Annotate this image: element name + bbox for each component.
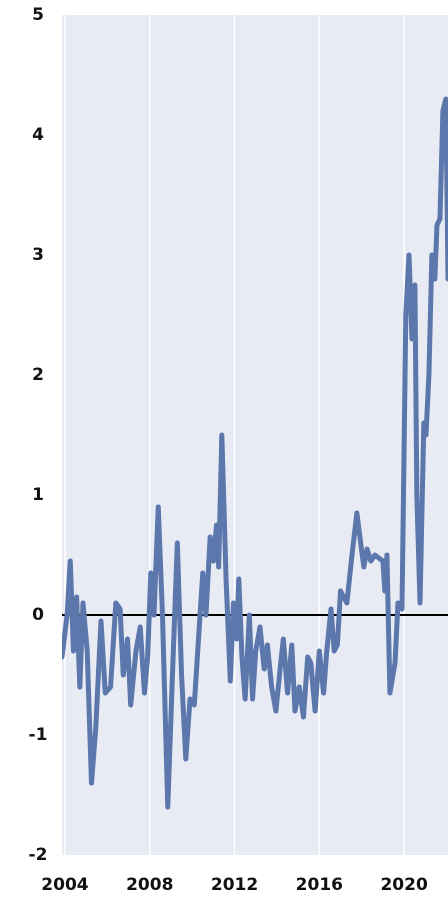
plot-area	[62, 15, 448, 855]
y-tick-label: -1	[29, 725, 48, 745]
y-tick-label: 2	[32, 365, 44, 385]
y-tick-label: 5	[32, 5, 44, 25]
y-tick-label: 1	[32, 485, 44, 505]
x-tick-label: 2020	[380, 875, 427, 895]
plot-lines	[62, 96, 448, 810]
y-tick-label: 3	[32, 245, 44, 265]
y-tick-label: 4	[32, 125, 44, 145]
y-tick-label: 0	[32, 605, 44, 625]
x-tick-label: 2012	[211, 875, 258, 895]
x-tick-label: 2016	[296, 875, 343, 895]
data-line	[62, 96, 448, 810]
x-tick-label: 2004	[41, 875, 88, 895]
x-tick-label: 2008	[126, 875, 173, 895]
tick-labels: 2004 2008 2012 2016 2020 -2 -1 0 1 2 3 4 5	[29, 5, 428, 895]
y-tick-label: -2	[29, 845, 48, 865]
